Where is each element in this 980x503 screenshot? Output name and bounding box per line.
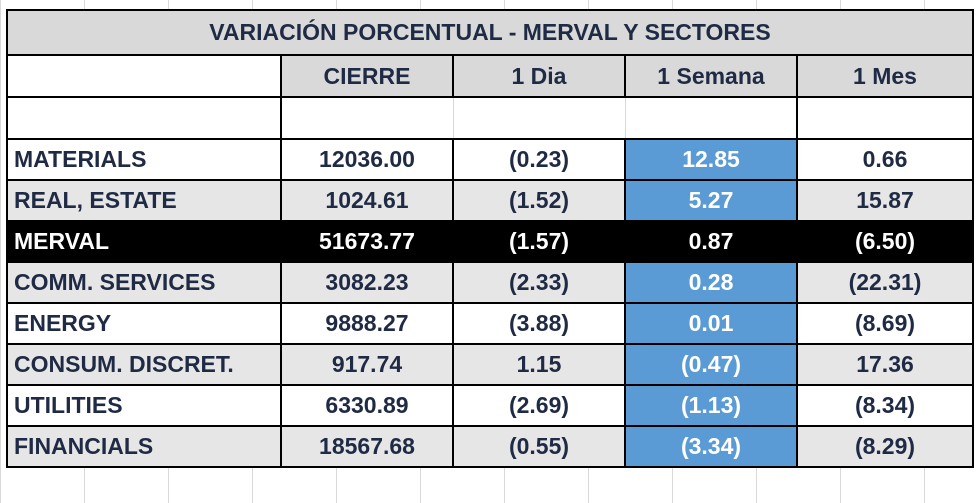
cell-dia: (2.33) — [452, 261, 626, 304]
spacer-cell — [624, 96, 798, 140]
cell-semana: 12.85 — [624, 138, 798, 181]
cell-mes: (8.29) — [796, 425, 974, 468]
row-name: MERVAL — [6, 220, 282, 263]
cell-dia: (1.52) — [452, 179, 626, 222]
cell-cierre: 1024.61 — [280, 179, 454, 222]
row-name: FINANCIALS — [6, 425, 282, 468]
cell-cierre: 6330.89 — [280, 384, 454, 427]
table-row-merval: MERVAL 51673.77 (1.57) 0.87 (6.50) — [6, 220, 974, 263]
table-row-materials: MATERIALS 12036.00 (0.23) 12.85 0.66 — [6, 138, 974, 181]
header-1-dia: 1 Dia — [452, 54, 626, 98]
cell-mes: (6.50) — [796, 220, 974, 263]
table-title: VARIACIÓN PORCENTUAL - MERVAL Y SECTORES — [6, 9, 974, 56]
header-row: CIERRE 1 Dia 1 Semana 1 Mes — [6, 54, 974, 98]
row-name: COMM. SERVICES — [6, 261, 282, 304]
row-name: ENERGY — [6, 302, 282, 345]
table-row-energy: ENERGY 9888.27 (3.88) 0.01 (8.69) — [6, 302, 974, 345]
cell-dia: (3.88) — [452, 302, 626, 345]
cell-mes: 15.87 — [796, 179, 974, 222]
cell-cierre: 51673.77 — [280, 220, 454, 263]
cell-dia: (1.57) — [452, 220, 626, 263]
header-blank — [6, 54, 282, 98]
header-1-mes: 1 Mes — [796, 54, 974, 98]
cell-mes: (8.34) — [796, 384, 974, 427]
cell-mes: (22.31) — [796, 261, 974, 304]
cell-mes: 17.36 — [796, 343, 974, 386]
table-row-utilities: UTILITIES 6330.89 (2.69) (1.13) (8.34) — [6, 384, 974, 427]
cell-cierre: 18567.68 — [280, 425, 454, 468]
cell-mes: (8.69) — [796, 302, 974, 345]
cell-cierre: 3082.23 — [280, 261, 454, 304]
cell-dia: (2.69) — [452, 384, 626, 427]
cell-cierre: 917.74 — [280, 343, 454, 386]
spacer-cell — [6, 96, 282, 140]
header-cierre: CIERRE — [280, 54, 454, 98]
cell-cierre: 12036.00 — [280, 138, 454, 181]
cell-dia: (0.23) — [452, 138, 626, 181]
cell-cierre: 9888.27 — [280, 302, 454, 345]
spacer-row — [6, 96, 974, 140]
cell-mes: 0.66 — [796, 138, 974, 181]
spacer-cell — [796, 96, 974, 140]
cell-semana: 0.28 — [624, 261, 798, 304]
table-row-real-estate: REAL, ESTATE 1024.61 (1.52) 5.27 15.87 — [6, 179, 974, 222]
cell-semana: (1.13) — [624, 384, 798, 427]
header-1-semana: 1 Semana — [624, 54, 798, 98]
spacer-cell — [452, 96, 626, 140]
cell-semana: (3.34) — [624, 425, 798, 468]
spacer-cell — [280, 96, 454, 140]
table-row-consum-discret: CONSUM. DISCRET. 917.74 1.15 (0.47) 17.3… — [6, 343, 974, 386]
title-row: VARIACIÓN PORCENTUAL - MERVAL Y SECTORES — [6, 9, 974, 56]
merval-sectors-table: VARIACIÓN PORCENTUAL - MERVAL Y SECTORES… — [6, 9, 974, 468]
cell-semana: 0.87 — [624, 220, 798, 263]
table-row-financials: FINANCIALS 18567.68 (0.55) (3.34) (8.29) — [6, 425, 974, 468]
row-name: CONSUM. DISCRET. — [6, 343, 282, 386]
cell-dia: (0.55) — [452, 425, 626, 468]
row-name: MATERIALS — [6, 138, 282, 181]
cell-semana: 5.27 — [624, 179, 798, 222]
table-row-comm-services: COMM. SERVICES 3082.23 (2.33) 0.28 (22.3… — [6, 261, 974, 304]
cell-semana: (0.47) — [624, 343, 798, 386]
row-name: UTILITIES — [6, 384, 282, 427]
cell-semana: 0.01 — [624, 302, 798, 345]
row-name: REAL, ESTATE — [6, 179, 282, 222]
cell-dia: 1.15 — [452, 343, 626, 386]
